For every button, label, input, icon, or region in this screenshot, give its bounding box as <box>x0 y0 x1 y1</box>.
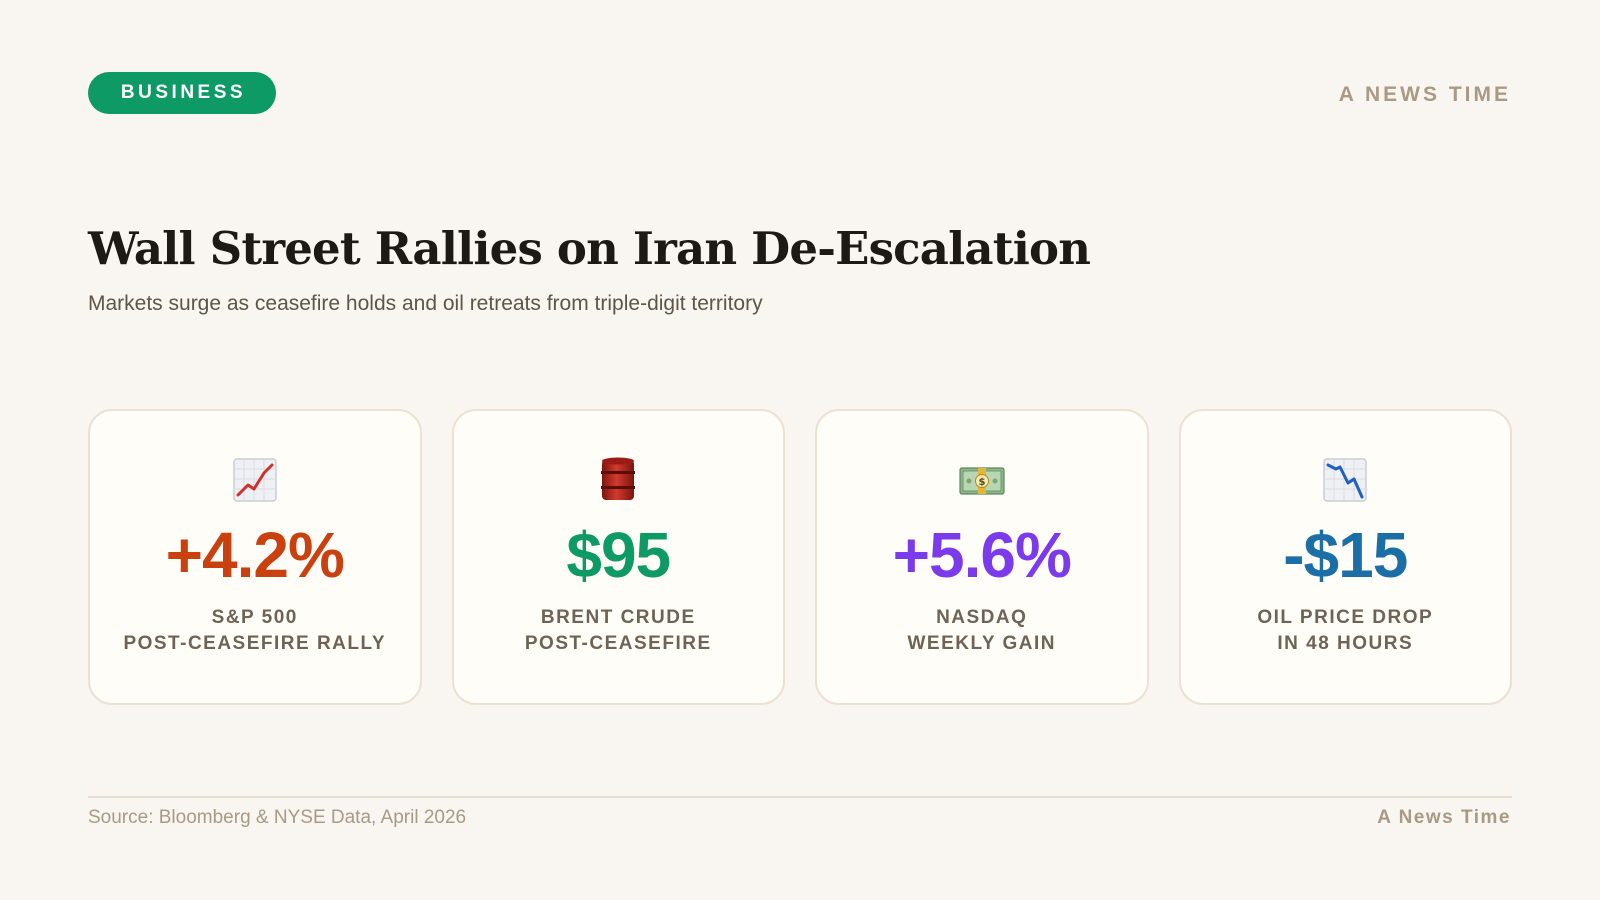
stat-label-line: POST-CEASEFIRE <box>524 633 712 654</box>
stat-label-line: IN 48 HOURS <box>1277 633 1414 654</box>
stat-label: S&P 500 POST-CEASEFIRE RALLY <box>123 605 386 657</box>
stat-label-line: S&P 500 <box>211 607 298 628</box>
stat-label-line: BRENT CRUDE <box>540 607 696 628</box>
stat-card-brent: $95 BRENT CRUDE POST-CEASEFIRE <box>451 409 785 705</box>
dollar-banknote-icon: $ <box>957 455 1007 505</box>
stat-label: BRENT CRUDE POST-CEASEFIRE <box>525 605 712 657</box>
headline: Wall Street Rallies on Iran De-Escalatio… <box>88 222 1091 275</box>
stat-label: NASDAQ WEEKLY GAIN <box>908 605 1056 657</box>
stat-label-line: WEEKLY GAIN <box>907 633 1056 654</box>
stat-label-line: POST-CEASEFIRE RALLY <box>123 633 387 654</box>
stat-value: +5.6% <box>892 519 1072 591</box>
stat-value: $95 <box>566 519 671 591</box>
stat-label-line: OIL PRICE DROP <box>1257 607 1434 628</box>
footer-divider <box>88 796 1512 798</box>
stat-label-line: NASDAQ <box>936 607 1028 628</box>
stat-card-nasdaq: $ +5.6% NASDAQ WEEKLY GAIN <box>815 409 1149 705</box>
stat-label: OIL PRICE DROP IN 48 HOURS <box>1257 605 1433 657</box>
oil-drum-icon <box>593 455 643 505</box>
stat-value: +4.2% <box>165 519 345 591</box>
stat-value: -$15 <box>1283 519 1408 591</box>
subheadline: Markets surge as ceasefire holds and oil… <box>88 292 763 315</box>
category-badge: BUSINESS <box>88 72 276 114</box>
chart-increasing-icon <box>230 455 280 505</box>
svg-text:$: $ <box>978 477 985 488</box>
brand-name-bottom: A News Time <box>1377 807 1511 828</box>
stat-cards: +4.2% S&P 500 POST-CEASEFIRE RALLY <box>88 409 1512 705</box>
stat-card-oil-drop: -$15 OIL PRICE DROP IN 48 HOURS <box>1178 409 1512 705</box>
brand-name-top: A NEWS TIME <box>1338 83 1511 106</box>
source-credit: Source: Bloomberg & NYSE Data, April 202… <box>88 807 467 828</box>
chart-decreasing-icon <box>1320 455 1370 505</box>
stat-card-sp500: +4.2% S&P 500 POST-CEASEFIRE RALLY <box>88 409 422 705</box>
